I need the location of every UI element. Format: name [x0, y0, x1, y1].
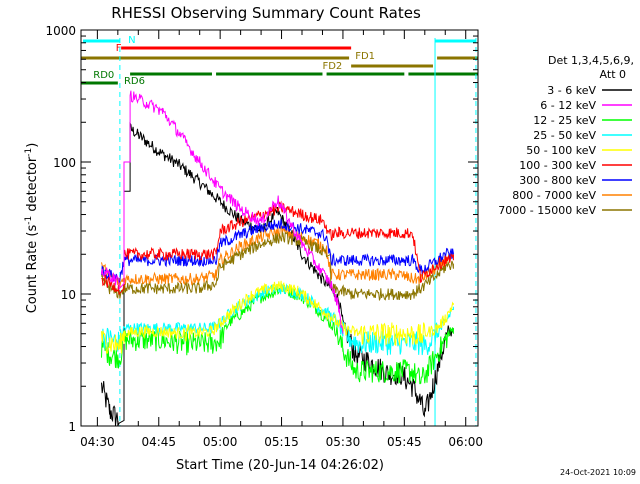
timestamp: 24-Oct-2021 10:09 [560, 468, 636, 477]
series-line-6 [101, 200, 454, 296]
series-line-2 [101, 90, 344, 334]
flag-n-label: N [128, 35, 135, 46]
x-tick-label: 05:30 [326, 435, 361, 449]
flag-bars: NF FD1 FD2 RD0 RD6 [81, 35, 478, 87]
chart-title: RHESSI Observing Summary Count Rates [111, 4, 421, 22]
x-tick-label: 05:15 [264, 435, 299, 449]
y-axis-ticks: 1 10 100 1000 [45, 24, 478, 434]
series-line-8 [101, 225, 454, 288]
y-label-part2: detector [25, 156, 40, 216]
legend-item-label: 25 - 50 keV [533, 129, 596, 142]
x-axis-label: Start Time (20-Jun-14 04:26:02) [176, 458, 384, 473]
legend-item-label: 800 - 7000 keV [512, 189, 596, 202]
series-line-9 [101, 230, 454, 302]
y-axis-label: Count Rate (s-1 detector-1) [24, 143, 40, 314]
x-tick-label: 05:45 [387, 435, 422, 449]
series-lines [101, 90, 454, 426]
legend-header-attenuator: Att 0 [600, 68, 626, 81]
x-tick-label: 06:00 [448, 435, 483, 449]
y-label-part3: ) [25, 143, 40, 148]
legend: Det 1,3,4,5,6,9, Att 0 3 - 6 keV 6 - 12 k… [498, 54, 634, 217]
series-line-5 [101, 280, 454, 354]
legend-item-label: 6 - 12 keV [540, 99, 596, 112]
legend-item-label: 3 - 6 keV [547, 84, 596, 97]
flag-rd6-label: RD6 [124, 76, 145, 87]
y-tick-label: 100 [53, 156, 76, 170]
legend-item-label: 300 - 800 keV [519, 174, 596, 187]
series-line-3 [101, 285, 454, 385]
x-axis-ticks: 04:30 04:45 05:00 05:15 05:30 05:45 06:00 [80, 30, 483, 449]
series-line-7 [101, 218, 454, 284]
legend-item-label: 7000 - 15000 keV [498, 204, 596, 217]
x-tick-label: 04:45 [141, 435, 176, 449]
legend-header-detectors: Det 1,3,4,5,6,9, [548, 54, 634, 67]
flag-fd2-label: FD2 [322, 61, 342, 72]
legend-item-label: 50 - 100 keV [526, 144, 596, 157]
x-tick-label: 05:00 [203, 435, 238, 449]
y-tick-label: 10 [61, 288, 76, 302]
y-tick-label: 1 [68, 420, 76, 434]
y-label-part1: Count Rate (s [25, 225, 40, 314]
legend-item-label: 12 - 25 keV [533, 114, 596, 127]
y-tick-label: 1000 [45, 24, 76, 38]
flag-f-label: F [116, 43, 122, 54]
time-markers [119, 38, 477, 426]
flag-rd0-label: RD0 [93, 70, 114, 81]
plot-frame [80, 29, 479, 427]
series-line-1 [101, 121, 454, 426]
y-label-sup1: -1 [24, 216, 34, 225]
y-label-sup2: -1 [24, 148, 34, 157]
flag-fd1-label: FD1 [355, 51, 375, 62]
x-tick-label: 04:30 [80, 435, 115, 449]
legend-item-label: 100 - 300 keV [519, 159, 596, 172]
